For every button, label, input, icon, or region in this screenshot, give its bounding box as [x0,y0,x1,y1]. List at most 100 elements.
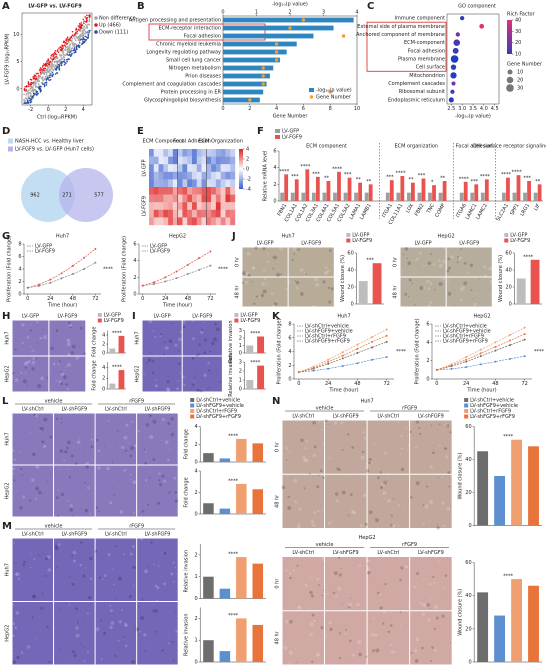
micrograph-texture [438,277,441,279]
heat-cell [158,156,164,165]
color-tick-label: 30 [515,29,521,35]
column-label: LV-shFGF9 [418,414,444,420]
point-texture [79,30,82,32]
micrograph-texture [271,304,275,309]
series-point [479,355,482,358]
micrograph-texture [152,419,157,424]
point-texture [27,82,30,85]
micrograph-texture [395,564,397,565]
point-texture [81,36,84,39]
y-tick-label: 0 [195,460,198,466]
gene-dot [274,50,279,54]
micrograph-texture [425,485,429,488]
point-texture [48,79,51,82]
heat-cell [158,209,164,218]
point-texture [36,90,39,93]
heat-cell [225,202,231,210]
micrograph-texture [196,353,199,357]
micrograph-texture [427,618,431,622]
micrograph-texture [130,479,132,481]
micrograph-texture [291,258,294,261]
dot [448,97,454,103]
venn-count: 962 [30,193,40,199]
point-texture [39,90,42,92]
micrograph [95,602,137,665]
micrograph-texture [166,389,171,393]
point-texture [45,77,48,80]
significance: ** [409,177,415,183]
micrograph-texture [57,543,61,546]
micrograph-texture [410,652,413,654]
micrograph-texture [287,280,291,284]
micrograph-texture [75,626,79,630]
x-tick-label: 1 [255,10,258,16]
micrograph-texture [183,383,186,386]
heat-cell [153,164,159,172]
point-texture [46,64,48,67]
row-label: HepG2 [135,365,141,382]
micrograph-texture [475,282,477,284]
micrograph [282,557,325,611]
micrograph-texture [16,655,20,660]
point-texture [47,77,49,80]
series-point [385,328,388,331]
series-point [141,284,144,287]
micrograph-texture [95,506,99,510]
micrograph [12,465,54,517]
micrograph-texture [60,492,64,497]
y-tick-label: 2 [239,336,242,342]
micrograph-texture [63,369,65,371]
x-tick-label: 72 [207,296,213,302]
micrograph-texture [13,479,16,482]
micrograph-texture [156,356,158,358]
significance: ** [366,179,372,185]
micrograph-texture [71,344,76,349]
heat-cell [153,156,159,165]
micrograph-texture [349,639,352,643]
micrograph [410,611,452,665]
chart-title: GO component [458,4,496,10]
heat-cell [230,156,236,165]
micrograph-texture [293,478,298,483]
micrograph-texture [109,625,113,630]
point-texture [88,30,90,32]
series-point [341,357,344,360]
micrograph-texture [154,384,159,388]
micrograph-texture [83,449,85,451]
micrograph-texture [447,251,449,254]
micrograph-texture [106,466,110,471]
column-label: Focal Adhesion [173,139,211,145]
micrograph-texture [12,660,17,664]
micrograph-texture [399,453,402,456]
point-texture [37,72,39,75]
micrograph-texture [149,435,154,439]
significance: **** [503,434,514,440]
column-label: LV-GFP [154,314,171,320]
heat-cell [196,179,202,188]
bar [246,345,254,353]
category-label: Immune component [394,16,445,22]
point-texture [84,38,86,41]
y-tick-label: 2 [239,369,242,375]
significance: ** [356,177,362,183]
color-bar [239,149,243,189]
micrograph-texture [330,520,333,523]
legend-label: LV-FGF9 [510,238,530,244]
point-texture [40,73,42,76]
point-texture [56,56,58,58]
micrograph-texture [50,364,52,366]
micrograph-texture [142,605,144,607]
point-texture [30,97,32,100]
heat-cell [206,156,212,165]
y-tick-label: 0 [133,292,136,298]
legend-label: Non difference [99,16,136,22]
micrograph-texture [81,323,83,325]
micrograph-texture [432,575,435,579]
y-tick-label: 0 [102,387,105,393]
heat-cell [172,202,178,210]
group-label: rFGF9 [402,406,417,412]
highlight-box [148,23,266,41]
micrograph-texture [174,343,178,347]
micrograph-texture [31,350,32,352]
group-label: rFGF9 [402,542,417,548]
